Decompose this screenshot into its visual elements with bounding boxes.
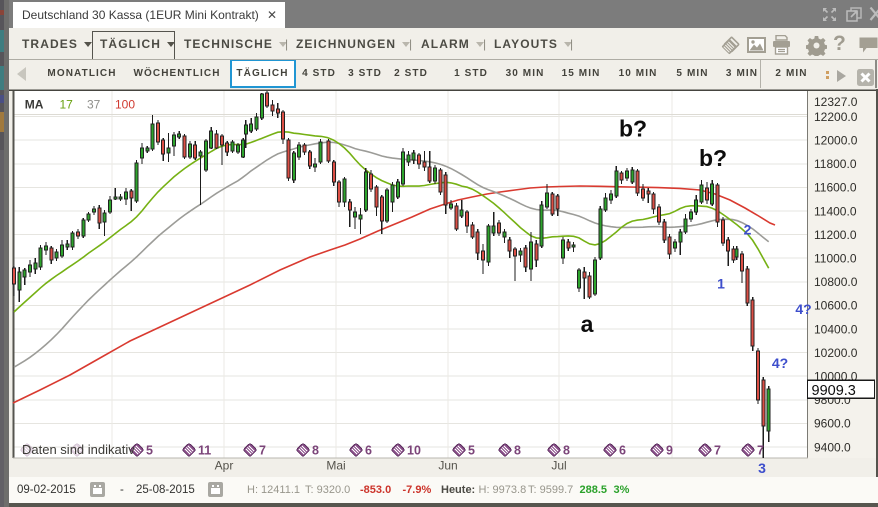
svg-text:MA: MA: [25, 98, 44, 112]
svg-text:100: 100: [115, 98, 135, 112]
svg-text:4?: 4?: [795, 301, 811, 317]
svg-text:8: 8: [563, 444, 570, 458]
svg-text:1: 1: [717, 276, 725, 292]
svg-text:11200.0: 11200.0: [814, 228, 857, 242]
svg-text:9909.3: 9909.3: [812, 383, 856, 399]
svg-text:9600.0: 9600.0: [814, 417, 851, 431]
svg-text:9: 9: [666, 444, 673, 458]
svg-text:7: 7: [259, 444, 266, 458]
svg-text:b?: b?: [619, 116, 647, 142]
svg-text:12000.0: 12000.0: [814, 134, 858, 148]
svg-text:7: 7: [714, 444, 721, 458]
svg-text:2: 2: [744, 222, 752, 238]
svg-text:6: 6: [365, 444, 372, 458]
svg-text:11800.0: 11800.0: [814, 157, 857, 171]
svg-text:Jun: Jun: [438, 459, 457, 473]
svg-text:11: 11: [198, 444, 211, 458]
svg-text:b?: b?: [699, 145, 727, 171]
svg-text:10200.0: 10200.0: [814, 346, 858, 360]
svg-text:11600.0: 11600.0: [814, 181, 857, 195]
svg-text:5: 5: [146, 444, 153, 458]
svg-text:3: 3: [758, 460, 766, 476]
svg-text:Apr: Apr: [215, 459, 234, 473]
svg-text:37: 37: [87, 98, 101, 112]
svg-text:17: 17: [60, 98, 74, 112]
svg-text:11400.0: 11400.0: [814, 204, 857, 218]
svg-text:12327.0: 12327.0: [814, 95, 858, 109]
svg-text:10: 10: [407, 444, 421, 458]
svg-text:11000.0: 11000.0: [814, 252, 857, 266]
svg-text:8: 8: [514, 444, 521, 458]
svg-text:12200.0: 12200.0: [814, 110, 858, 124]
svg-text:8: 8: [312, 444, 319, 458]
svg-text:6: 6: [619, 444, 626, 458]
svg-text:Mai: Mai: [326, 459, 345, 473]
svg-text:Jul: Jul: [551, 459, 566, 473]
svg-text:9400.0: 9400.0: [814, 440, 851, 454]
svg-text:4?: 4?: [772, 355, 788, 371]
svg-text:10800.0: 10800.0: [814, 275, 858, 289]
svg-text:Daten sind indikativ: Daten sind indikativ: [22, 442, 135, 457]
svg-text:10600.0: 10600.0: [814, 299, 858, 313]
svg-text:7: 7: [757, 444, 764, 458]
svg-text:a: a: [581, 311, 594, 337]
svg-text:5: 5: [468, 444, 475, 458]
svg-text:10400.0: 10400.0: [814, 322, 858, 336]
